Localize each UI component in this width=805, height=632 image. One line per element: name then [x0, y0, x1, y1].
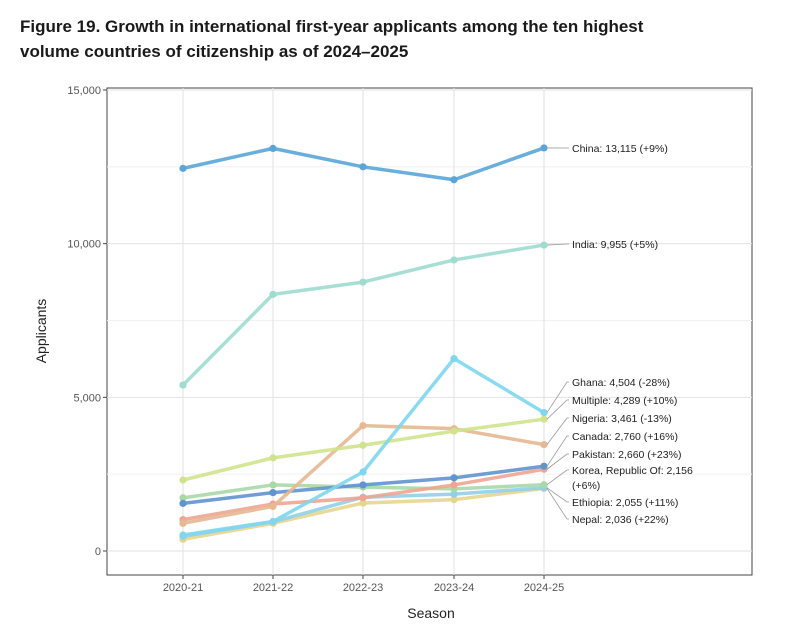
data-point-india — [269, 290, 277, 298]
data-point-pakistan — [450, 481, 458, 489]
series-label-china: China: 13,115 (+9%) — [572, 143, 668, 155]
y-tick-label: 5,000 — [73, 392, 101, 404]
x-tick-label: 2022-23 — [343, 582, 383, 594]
figure-title: Figure 19. Growth in international first… — [20, 14, 740, 64]
data-point-ghana — [179, 531, 187, 539]
data-point-ethiopia — [450, 490, 458, 498]
leader-line-ghana — [546, 381, 569, 413]
leader-line-korea-republic-of — [546, 469, 569, 486]
y-axis-title: Applicants — [33, 299, 49, 364]
data-point-china — [540, 144, 548, 152]
data-point-pakistan — [359, 494, 367, 502]
x-tick-label: 2023-24 — [434, 582, 474, 594]
data-point-nepal — [359, 499, 367, 507]
y-tick-label: 0 — [95, 546, 101, 558]
data-point-korea-republic-of — [179, 494, 187, 502]
series-label-pakistan: Pakistan: 2,660 (+23%) — [572, 449, 681, 461]
data-point-multiple — [450, 427, 458, 435]
data-point-canada — [450, 474, 458, 482]
figure-title-line-1: Figure 19. Growth in international first… — [20, 17, 644, 36]
data-point-multiple — [540, 415, 548, 423]
data-point-nigeria — [179, 519, 187, 527]
y-tick-label: 15,000 — [67, 85, 101, 97]
series-label-nigeria: Nigeria: 3,461 (-13%) — [572, 413, 672, 425]
series-label-ghana: Ghana: 4,504 (-28%) — [572, 377, 670, 389]
data-point-canada — [540, 462, 548, 470]
series-label-multiple: Multiple: 4,289 (+10%) — [572, 395, 677, 407]
leader-line-pakistan — [546, 453, 569, 470]
series-label-india: India: 9,955 (+5%) — [572, 239, 658, 251]
leader-line-nepal — [546, 488, 569, 520]
data-point-india — [179, 381, 187, 389]
x-axis-title: Season — [407, 605, 454, 621]
data-point-nepal — [450, 496, 458, 504]
data-point-india — [450, 256, 458, 264]
data-point-nigeria — [359, 422, 367, 430]
data-point-india — [359, 278, 367, 286]
x-tick-label: 2024-25 — [524, 582, 564, 594]
data-point-canada — [269, 489, 277, 497]
data-point-ghana — [540, 408, 548, 417]
data-point-ghana — [359, 468, 367, 476]
leader-line-multiple — [546, 399, 569, 420]
x-tick-label: 2021-22 — [253, 582, 293, 594]
series-lines — [179, 144, 548, 543]
y-tick-label: 10,000 — [67, 239, 101, 251]
data-point-china — [450, 176, 458, 184]
leader-line-ethiopia — [546, 487, 569, 503]
data-point-korea-republic-of — [269, 481, 277, 489]
data-point-canada — [359, 481, 367, 489]
leader-line-nigeria — [546, 417, 569, 445]
figure-title-line-2: volume countries of citizenship as of 20… — [20, 42, 409, 61]
label-leader-lines — [546, 147, 569, 520]
x-axis-ticks: 2020-21 2021-22 2022-23 2023-24 2024-25 — [163, 575, 564, 594]
data-point-multiple — [179, 476, 187, 484]
x-tick-label: 2020-21 — [163, 582, 203, 594]
data-point-multiple — [269, 454, 277, 462]
data-point-multiple — [359, 441, 367, 449]
data-point-ghana — [269, 517, 277, 526]
leader-line-canada — [546, 435, 569, 467]
data-point-ghana — [450, 355, 458, 363]
data-point-china — [359, 163, 367, 171]
series-end-labels: China: 13,115 (+9%) India: 9,955 (+5%) Gha… — [572, 143, 693, 526]
data-point-china — [269, 144, 277, 152]
data-point-korea-republic-of — [540, 481, 548, 489]
data-point-canada — [179, 499, 187, 507]
y-axis-ticks: 0 5,000 10,000 15,000 — [67, 85, 107, 558]
series-label-canada: Canada: 2,760 (+16%) — [572, 431, 678, 443]
data-point-nigeria — [540, 441, 548, 449]
series-label-ethiopia: Ethiopia: 2,055 (+11%) — [572, 497, 678, 509]
series-label-korea-republic-of-cont: (+6%) — [572, 480, 600, 492]
data-point-nigeria — [269, 502, 277, 511]
data-point-china — [179, 164, 187, 172]
leader-line-india — [546, 243, 569, 246]
data-point-india — [540, 241, 548, 249]
series-label-nepal: Nepal: 2,036 (+22%) — [572, 514, 669, 526]
series-label-korea-republic-of: Korea, Republic Of: 2,156 — [572, 465, 693, 477]
